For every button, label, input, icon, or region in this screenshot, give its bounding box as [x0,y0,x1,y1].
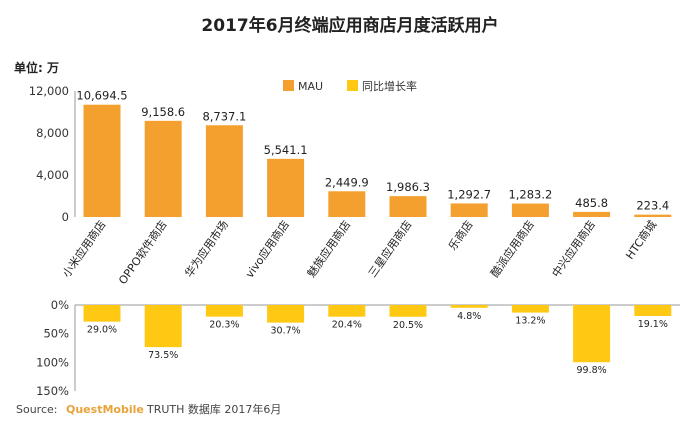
source-suffix: TRUTH 数据库 2017年6月 [146,402,281,416]
legend-swatch-mau [283,80,294,91]
legend-label-mau: MAU [298,80,323,93]
category-label: HTC商城 [623,218,660,262]
growth-bars: 29.0% 73.5% 20.3% 30.7% 20.4% 20.5% 4.8% 13.2% 9… [83,305,672,376]
category-label: 华为应用市场 [182,218,231,280]
growth-ytick-label: 150% [36,384,69,398]
unit-label: 单位: 万 [14,60,59,75]
legend-swatch-growth [347,80,358,91]
growth-bar [83,305,121,322]
growth-bar [573,305,611,363]
growth-data-label: 73.5% [148,350,178,361]
mau-bar [450,203,488,217]
growth-data-label: 29.0% [87,325,117,336]
growth-data-label: 20.4% [332,320,362,331]
mau-bar [389,196,427,217]
mau-data-label: 1,283.2 [508,188,552,202]
mau-data-label: 5,541.1 [264,143,308,157]
category-label: 小米应用商店 [59,218,108,280]
growth-ytick-label: 100% [36,355,69,369]
mau-data-label: 485.8 [575,196,608,210]
mau-bar [83,104,121,217]
mau-ytick-label: 0 [62,210,69,224]
growth-data-label: 4.8% [457,311,481,322]
growth-data-label: 13.2% [515,316,545,327]
growth-data-label: 20.5% [393,320,423,331]
chart-title: 2017年6月终端应用商店月度活跃用户 [201,15,498,36]
source-note: Source: QuestMobile TRUTH 数据库 2017年6月 [16,402,281,416]
growth-data-label: 19.1% [638,319,668,330]
mau-data-label: 9,158.6 [141,105,185,119]
mau-ytick-label: 12,000 [29,84,69,98]
growth-bar [205,305,243,317]
growth-bar [450,305,488,308]
growth-ytick-label: 50% [43,327,69,341]
growth-data-label: 30.7% [271,326,301,337]
category-label: 三星应用商店 [365,218,414,280]
mau-data-label: 1,292.7 [447,187,491,201]
growth-bar [389,305,427,317]
growth-data-label: 99.8% [577,365,607,376]
mau-bar [144,120,182,217]
category-label: 乐商店 [445,218,475,253]
mau-bar [573,211,611,217]
mau-ytick-label: 8,000 [36,126,69,140]
mau-data-label: 2,449.9 [325,175,369,189]
mau-bars: 10,694.5 9,158.6 8,737.1 5,541.1 2,449.9 1,98… [76,89,672,217]
mau-data-label: 1,986.3 [386,180,430,194]
legend-label-growth: 同比增长率 [362,79,417,93]
source-prefix: Source: [16,403,58,416]
mau-data-label: 10,694.5 [76,89,127,103]
category-label: vivo应用商店 [242,218,292,281]
growth-bar [634,305,672,316]
mau-bar [634,214,672,217]
mau-bar [511,203,549,217]
mau-data-label: 223.4 [636,199,669,213]
mau-axis: 12,000 8,000 4,000 0 [29,84,76,224]
mau-bar [267,158,305,217]
category-labels: 小米应用商店 OPPO软件商店 华为应用市场 vivo应用商店 魅族应用商店 三星应用商店… [59,218,659,287]
mau-data-label: 8,737.1 [202,109,246,123]
legend: MAU 同比增长率 [283,79,417,93]
growth-data-label: 20.3% [209,320,239,331]
mau-bar [328,191,366,217]
category-label: 中兴应用商店 [549,218,598,280]
mau-ytick-label: 4,000 [36,168,69,182]
growth-bar [144,305,182,348]
category-label: 酷派应用商店 [488,218,537,280]
category-label: OPPO软件商店 [115,218,169,287]
mau-bar [205,125,243,217]
growth-bar [328,305,366,317]
growth-bar [511,305,549,313]
growth-bar [267,305,305,323]
growth-ytick-label: 0% [51,298,69,312]
category-label: 魅族应用商店 [304,218,353,280]
source-brand: QuestMobile [66,403,144,416]
